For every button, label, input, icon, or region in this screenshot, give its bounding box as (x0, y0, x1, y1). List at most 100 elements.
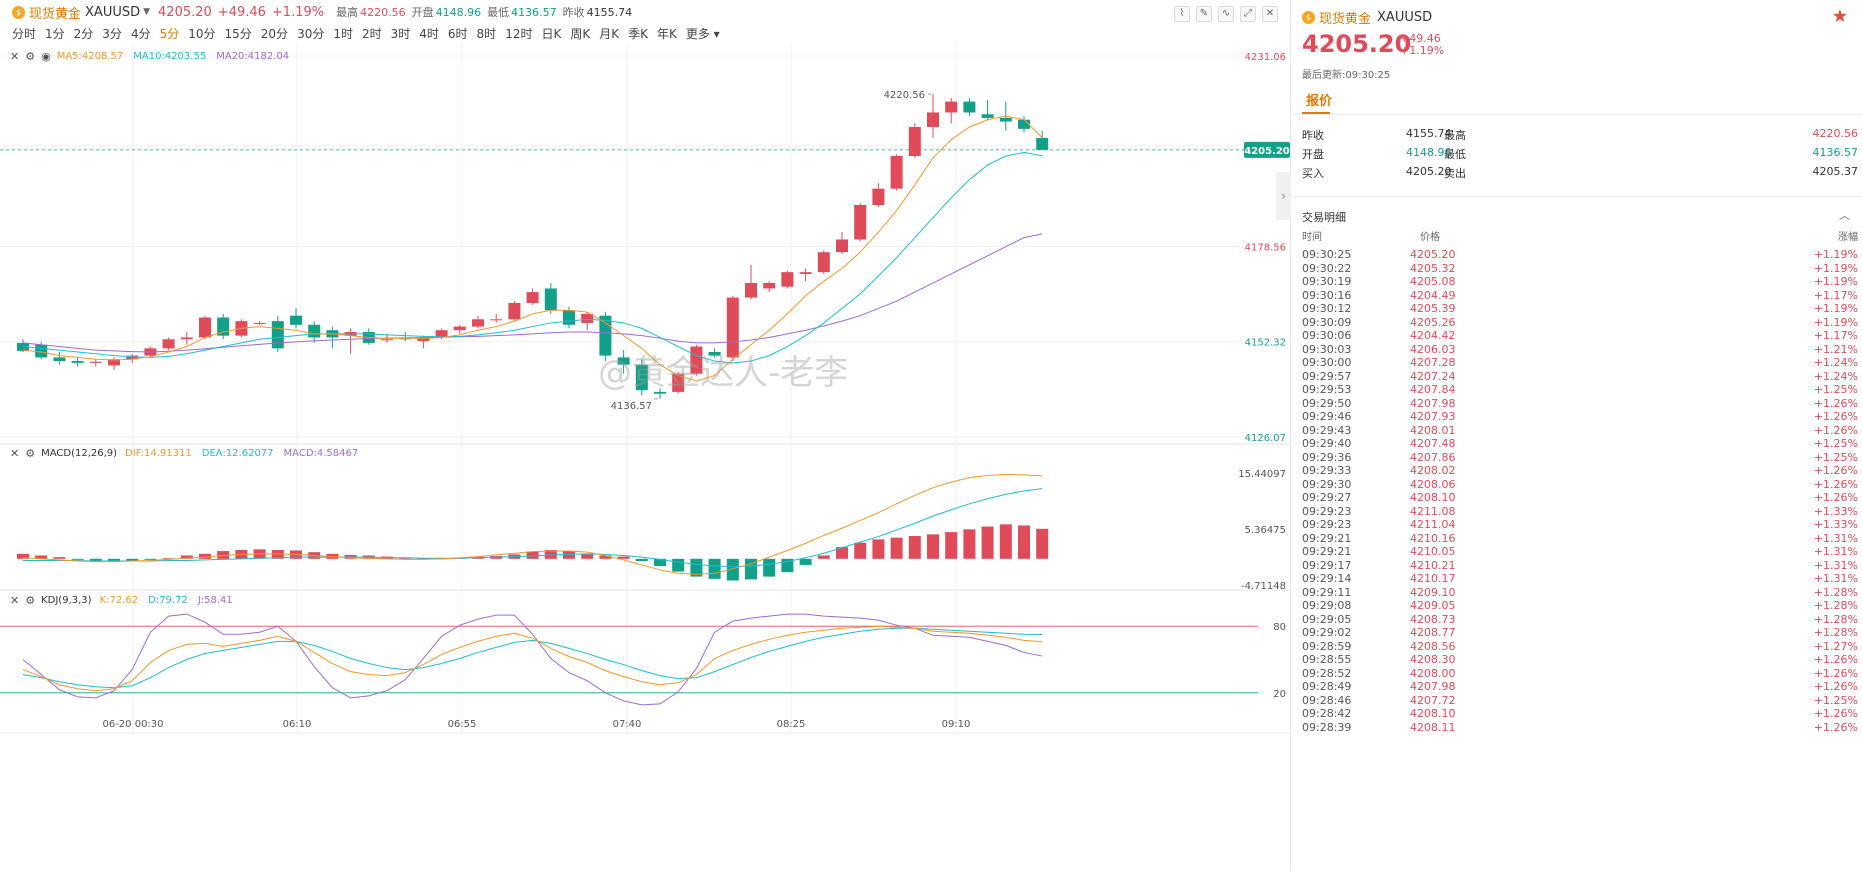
period-option[interactable]: 20分 (260, 27, 289, 41)
star-icon[interactable]: ★ (1831, 6, 1848, 27)
macd-legend: ✕ ⚙ MACD(12,26,9) DIF:14.91311 DEA:12.62… (10, 446, 368, 460)
tab-quote[interactable]: 报价 (1306, 94, 1333, 109)
period-option[interactable]: 6时 (447, 27, 468, 41)
period-option[interactable]: 1时 (333, 27, 353, 41)
macd-bar (199, 553, 211, 559)
period-option[interactable]: 30分 (297, 27, 325, 41)
period-option[interactable]: 12时 (505, 27, 533, 41)
trade-change: +1.26% (1813, 477, 1858, 491)
period-option[interactable]: 2时 (361, 27, 382, 41)
ma20-value: MA20:4182.04 (216, 50, 290, 62)
trade-row: 09:28:42 4208.10 +1.26% (1302, 707, 1858, 721)
macd-bar (672, 558, 685, 572)
j-value: J:58.41 (197, 594, 233, 606)
y-tick-label: 4126.07 (1245, 433, 1286, 444)
pencil-icon[interactable]: ✎ (1196, 6, 1212, 22)
candle-body (581, 313, 594, 323)
y-tick-label: -4.71148 (1241, 581, 1286, 592)
period-option[interactable]: 3时 (390, 27, 411, 41)
gear-icon[interactable]: ⚙ (25, 49, 36, 63)
trade-time: 09:29:17 (1302, 558, 1352, 572)
quote-row: 开盘 4148.96 最低 4136.57 (1302, 146, 1858, 164)
period-option[interactable]: 3分 (102, 27, 122, 41)
period-option[interactable]: 10分 (188, 27, 216, 41)
indicator-icon[interactable]: ∿ (1218, 6, 1234, 22)
period-option[interactable]: 月K (599, 27, 620, 41)
candle-body (963, 101, 976, 113)
kline-chart[interactable]: 06-20 00:30 06:10 06:55 07:40 08:25 09:10 4231… (0, 0, 1291, 871)
macd-bar (836, 547, 848, 559)
macd-bar (981, 526, 994, 559)
trade-time: 09:29:40 (1302, 437, 1352, 450)
trade-change: +1.31% (1813, 545, 1858, 558)
period-option[interactable]: 5分 (159, 27, 180, 41)
col-price: 价格 (1420, 232, 1440, 243)
period-option[interactable]: 季K (628, 27, 648, 41)
candle-body (71, 361, 84, 363)
close-icon[interactable]: ✕ (10, 49, 20, 63)
trade-price: 4207.86 (1410, 450, 1456, 464)
period-option[interactable]: 日K (541, 27, 562, 41)
instrument-symbol[interactable]: XAUUSD (85, 4, 141, 20)
trade-time: 09:29:33 (1302, 464, 1352, 477)
chevron-right-icon[interactable]: › (1276, 172, 1291, 220)
trade-change: +1.21% (1813, 342, 1858, 356)
header-change: +49.46 (217, 4, 266, 20)
line-tool-icon[interactable]: ⌇ (1174, 6, 1190, 22)
col-change: 涨幅 (1838, 232, 1858, 243)
close-icon[interactable]: ✕ (10, 593, 20, 607)
gear-icon[interactable]: ⚙ (25, 446, 36, 460)
trade-row: 09:28:52 4208.00 +1.26% (1302, 667, 1858, 681)
trade-price: 4211.04 (1410, 518, 1456, 531)
period-option[interactable]: 2分 (73, 27, 94, 41)
low-value: 4136.57 (1812, 146, 1859, 159)
trade-row: 09:28:59 4208.56 +1.27% (1302, 640, 1858, 654)
trade-change: +1.33% (1813, 518, 1858, 531)
trade-change: +1.19% (1813, 248, 1858, 261)
trade-time: 09:29:21 (1302, 531, 1352, 545)
period-option[interactable]: 分时 (12, 27, 37, 41)
period-option[interactable]: 周K (570, 27, 591, 41)
trade-price: 4211.08 (1410, 504, 1456, 518)
period-selector: 分时 1分 2分 3分 4分 5分 10分 15分 20分 30分 1时 2时 3时 4时 6时 8时 12时日… (12, 25, 720, 41)
trade-time: 09:30:16 (1302, 288, 1352, 302)
trade-time: 09:29:36 (1302, 450, 1352, 464)
trade-change: +1.25% (1813, 693, 1858, 707)
macd-bar (180, 555, 193, 559)
chevron-down-icon[interactable]: ▼ (143, 7, 151, 17)
trade-change: +1.26% (1813, 666, 1858, 680)
trade-change: +1.26% (1813, 464, 1858, 477)
candle-body (126, 355, 139, 360)
high-value: 4220.56 (1812, 127, 1859, 140)
trade-change: +1.28% (1813, 612, 1858, 626)
max-price-label: 4220.56 (884, 90, 925, 101)
trade-time: 09:30:22 (1302, 261, 1352, 275)
period-option[interactable]: 1分 (45, 27, 65, 41)
trade-price: 4207.28 (1410, 356, 1456, 369)
trade-time: 09:29:50 (1302, 396, 1352, 410)
eye-icon[interactable]: ◉ (41, 49, 51, 63)
panel-change-pct: +1.19% (1400, 44, 1445, 57)
period-option[interactable]: 年K (656, 27, 677, 41)
close-icon[interactable]: ✕ (1262, 6, 1278, 22)
trade-time: 09:28:46 (1302, 693, 1352, 707)
trade-price: 4207.48 (1410, 437, 1456, 450)
period-option[interactable]: 15分 (224, 27, 252, 41)
header-high: 4220.56 (360, 5, 406, 19)
close-icon[interactable]: ✕ (10, 446, 20, 460)
trade-time: 09:30:19 (1302, 275, 1352, 288)
period-option[interactable]: 8时 (476, 27, 497, 41)
fullscreen-icon[interactable]: ⤢ (1240, 6, 1256, 22)
trade-price: 4207.98 (1410, 680, 1456, 693)
trade-price: 4208.73 (1410, 612, 1456, 626)
header-price: 4205.20 (158, 4, 212, 20)
period-option[interactable]: 4时 (419, 27, 439, 41)
y-tick-label: 4152.32 (1245, 338, 1286, 349)
gear-icon[interactable]: ⚙ (25, 593, 36, 607)
chevron-up-icon[interactable]: ︿ (1839, 209, 1850, 222)
trade-row: 09:29:30 4208.06 +1.26% (1302, 478, 1858, 492)
period-option[interactable]: 更多 ▾ (685, 27, 720, 41)
period-option[interactable]: 4分 (130, 27, 151, 41)
ask-value: 4205.37 (1812, 165, 1859, 178)
y-tick-label: 4231.06 (1245, 52, 1286, 63)
